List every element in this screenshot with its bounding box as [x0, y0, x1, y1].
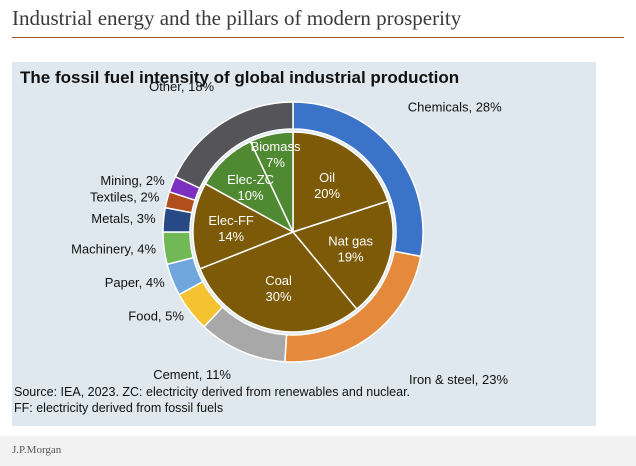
outer-label-chemicals: Chemicals, 28%: [408, 99, 502, 114]
footer: J.P.Morgan: [0, 436, 636, 466]
outer-label-other: Other, 18%: [149, 79, 214, 94]
inner-label-coal: Coal 30%: [265, 273, 292, 304]
inner-slice-nat-gas: [291, 200, 394, 311]
inner-label-biomass: Biomass 7%: [251, 139, 301, 170]
outer-label-cement: Cement, 11%: [153, 367, 231, 382]
outer-label-machinery: Machinery, 4%: [71, 241, 156, 256]
outer-slice-other: [174, 101, 294, 190]
inner-slice-oil: [292, 131, 390, 234]
inner-label-elec-zc: Elec-ZC 10%: [227, 172, 274, 203]
inner-label-nat-gas: Nat gas 19%: [328, 234, 373, 265]
jpmorgan-logo: J.P.Morgan: [12, 444, 62, 456]
outer-label-food: Food, 5%: [128, 309, 184, 324]
outer-label-paper: Paper, 4%: [105, 275, 165, 290]
outer-label-mining: Mining, 2%: [100, 173, 165, 188]
outer-label-iron-steel: Iron & steel, 23%: [409, 372, 508, 387]
inner-label-oil: Oil 20%: [314, 170, 340, 201]
source-line-1: Source: IEA, 2023. ZC: electricity deriv…: [14, 385, 411, 399]
chart-panel: The fossil fuel intensity of global indu…: [12, 62, 596, 426]
inner-slice-coal: [199, 231, 358, 333]
outer-label-textiles: Textiles, 2%: [90, 190, 160, 205]
inner-label-elec-ff: Elec-FF 14%: [208, 213, 254, 244]
inner-slice-elec-ff: [192, 182, 295, 270]
chart-title: The fossil fuel intensity of global indu…: [20, 68, 460, 87]
source-line-2: FF: electricity derived from fossil fuel…: [14, 401, 224, 415]
outer-label-metals: Metals, 3%: [91, 211, 156, 226]
outer-slice-machinery: [162, 231, 195, 266]
source-note: Source: IEA, 2023. ZC: electricity deriv…: [14, 384, 410, 416]
inner-slice-biomass: [249, 131, 294, 233]
donut-chart: Oil 20% Nat gas 19% Coal 30% Elec-FF 14% Elec-ZC…: [71, 79, 508, 387]
page-header-title: Industrial energy and the pillars of mod…: [12, 6, 624, 38]
